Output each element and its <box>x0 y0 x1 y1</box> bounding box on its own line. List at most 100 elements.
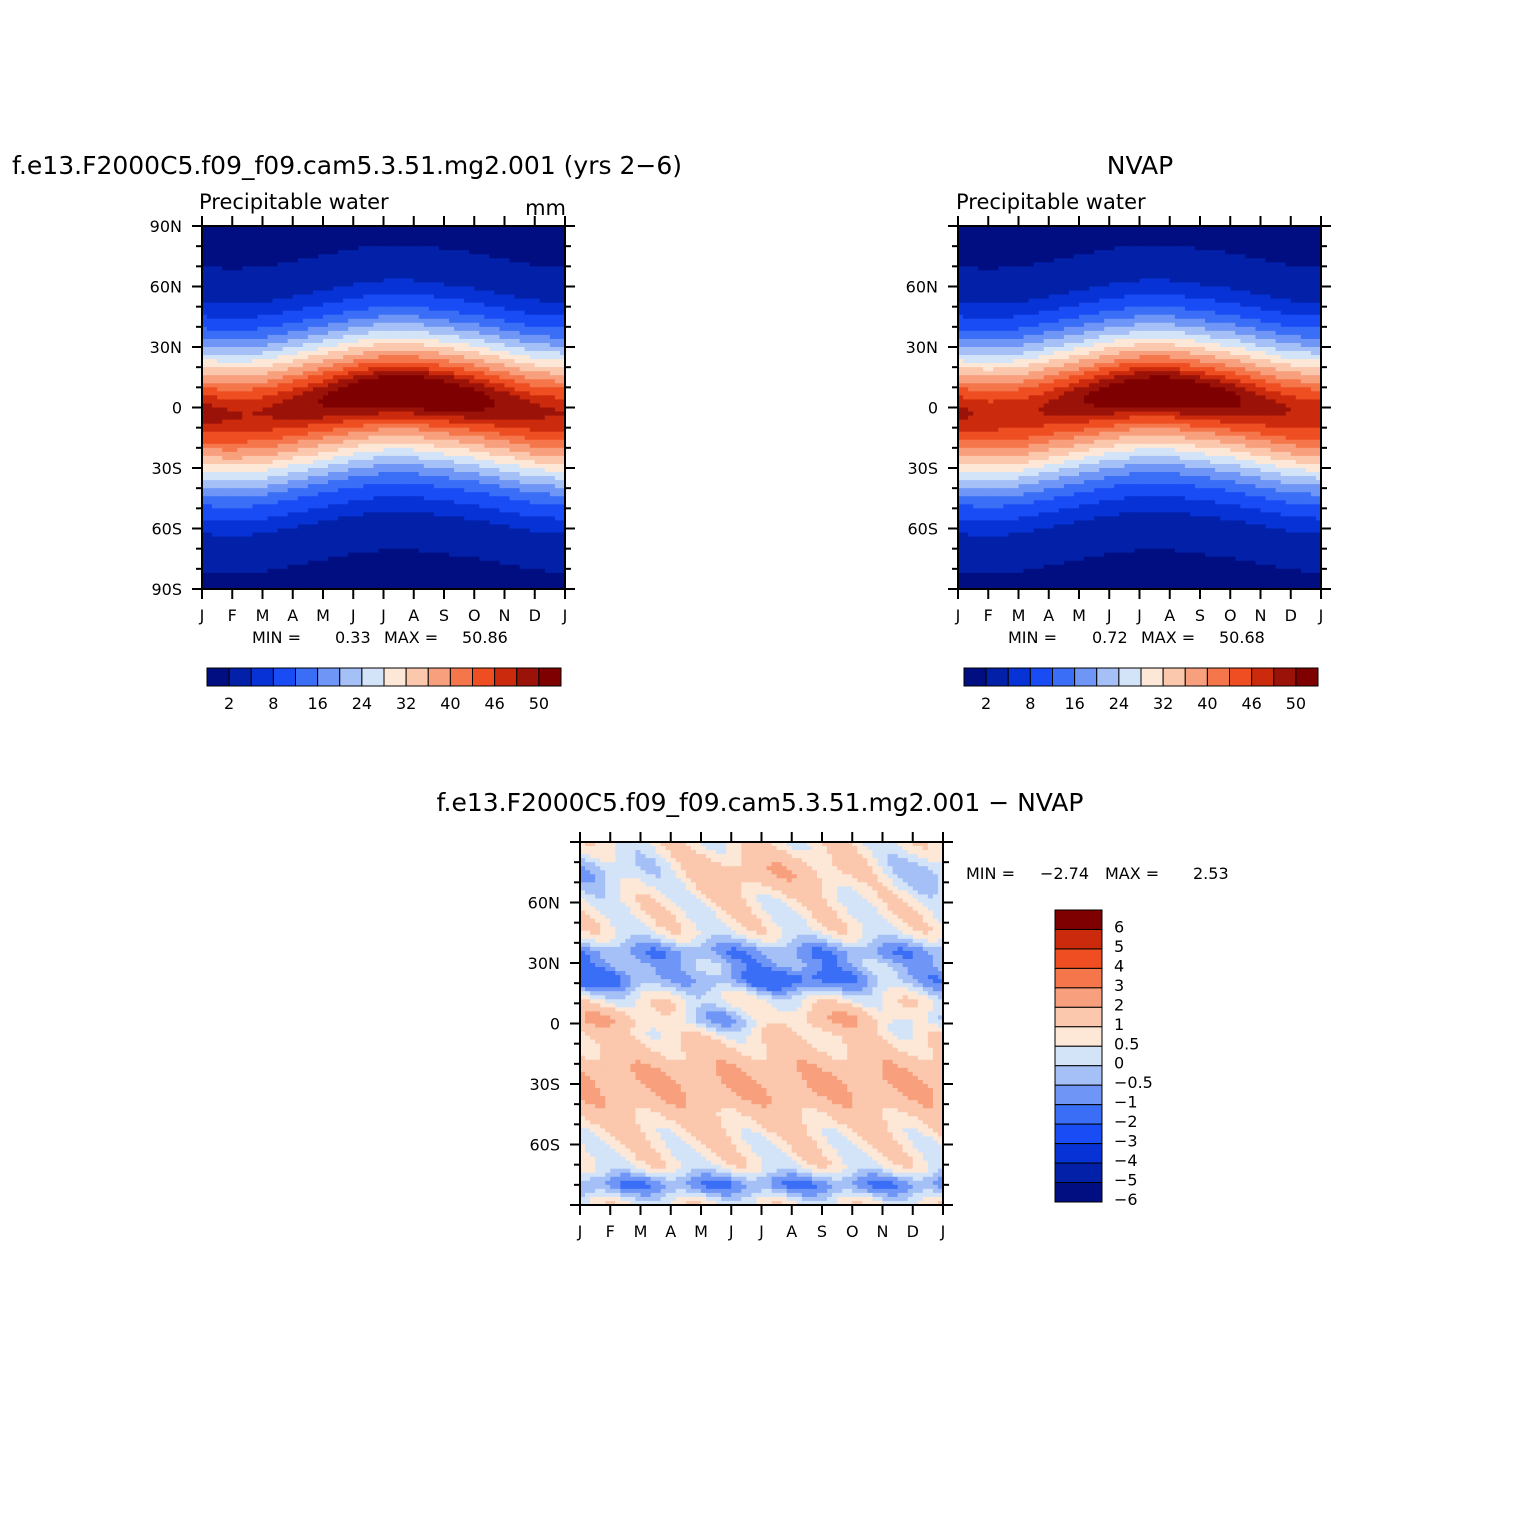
contour-cell <box>524 230 531 235</box>
contour-cell <box>272 290 279 296</box>
contour-cell <box>539 270 546 275</box>
contour-cell <box>212 500 218 505</box>
contour-cell <box>282 342 289 348</box>
contour-cell <box>479 488 485 493</box>
contour-cell <box>383 399 390 405</box>
contour-cell <box>524 399 531 405</box>
contour-cell <box>423 459 430 465</box>
contour-cell <box>348 246 354 251</box>
contour-cell <box>549 226 556 231</box>
contour-cell <box>494 234 501 239</box>
contour-cell <box>317 359 324 364</box>
contour-cell <box>504 294 511 300</box>
contour-cell <box>237 367 243 372</box>
contour-cell <box>242 504 248 509</box>
contour-cell <box>514 262 521 267</box>
contour-cell <box>509 423 516 429</box>
contour-cell <box>232 294 238 300</box>
contour-cell <box>373 387 380 392</box>
contour-cell <box>438 407 445 413</box>
contour-cell <box>338 322 344 328</box>
contour-cell <box>302 342 309 348</box>
contour-cell <box>368 427 375 433</box>
contour-cell <box>549 427 556 433</box>
contour-cell <box>423 250 430 255</box>
contour-cell <box>287 399 294 405</box>
contour-cell <box>464 496 470 501</box>
contour-cell <box>499 250 506 255</box>
contour-cell <box>237 258 243 263</box>
contour-cell <box>348 318 354 324</box>
contour-cell <box>433 266 440 271</box>
contour-cell <box>227 451 233 457</box>
contour-cell <box>428 334 435 340</box>
contour-cell <box>418 266 425 271</box>
contour-cell <box>529 383 536 388</box>
contour-cell <box>232 266 238 271</box>
contour-cell <box>207 359 213 364</box>
contour-cell <box>403 250 410 255</box>
contour-cell <box>262 391 269 396</box>
contour-cell <box>459 330 465 336</box>
contour-cell <box>302 306 309 312</box>
contour-cell <box>499 306 506 312</box>
contour-cell <box>393 326 400 332</box>
contour-cell <box>524 294 531 300</box>
contour-cell <box>454 443 460 449</box>
contour-cell <box>418 326 425 332</box>
contour-cell <box>282 391 289 396</box>
contour-cell <box>227 443 233 449</box>
contour-cell <box>287 351 294 356</box>
contour-cell <box>388 322 395 328</box>
contour-cell <box>444 403 450 409</box>
contour-cell <box>529 254 536 259</box>
contour-cell <box>252 443 259 449</box>
contour-cell <box>297 492 304 497</box>
contour-cell <box>212 379 218 384</box>
contour-cell <box>202 367 208 372</box>
contour-cell <box>398 338 405 344</box>
contour-cell <box>292 427 299 433</box>
contour-cell <box>494 262 501 267</box>
contour-cell <box>438 427 445 433</box>
contour-cell <box>444 322 450 328</box>
contour-cell <box>514 463 521 469</box>
contour-cell <box>549 234 556 239</box>
contour-cell <box>212 375 218 380</box>
contour-cell <box>454 415 460 421</box>
contour-cell <box>272 326 279 332</box>
contour-cell <box>519 439 526 445</box>
contour-cell <box>459 411 465 417</box>
contour-cell <box>292 230 299 235</box>
contour-cell <box>484 338 490 344</box>
contour-cell <box>353 338 359 344</box>
contour-cell <box>272 403 279 409</box>
contour-cell <box>378 431 385 437</box>
contour-cell <box>509 375 516 380</box>
contour-cell <box>539 262 546 267</box>
contour-cell <box>539 455 546 461</box>
contour-cell <box>544 407 551 413</box>
contour-cell <box>343 411 349 417</box>
contour-cell <box>444 274 450 280</box>
contour-cell <box>403 415 410 421</box>
contour-cell <box>312 278 319 284</box>
contour-cell <box>484 363 490 368</box>
contour-cell <box>348 314 354 320</box>
contour-cell <box>328 322 334 328</box>
contour-cell <box>504 338 511 344</box>
contour-cell <box>519 435 526 441</box>
contour-cell <box>338 500 344 505</box>
contour-cell <box>343 302 349 308</box>
contour-cell <box>262 270 269 275</box>
contour-cell <box>222 355 228 360</box>
contour-cell <box>408 383 415 388</box>
contour-cell <box>554 298 561 304</box>
contour-cell <box>207 379 213 384</box>
contour-cell <box>282 375 289 380</box>
contour-cell <box>383 375 390 380</box>
contour-cell <box>529 379 536 384</box>
contour-cell <box>444 242 450 247</box>
contour-cell <box>504 391 511 396</box>
contour-cell <box>252 427 259 433</box>
